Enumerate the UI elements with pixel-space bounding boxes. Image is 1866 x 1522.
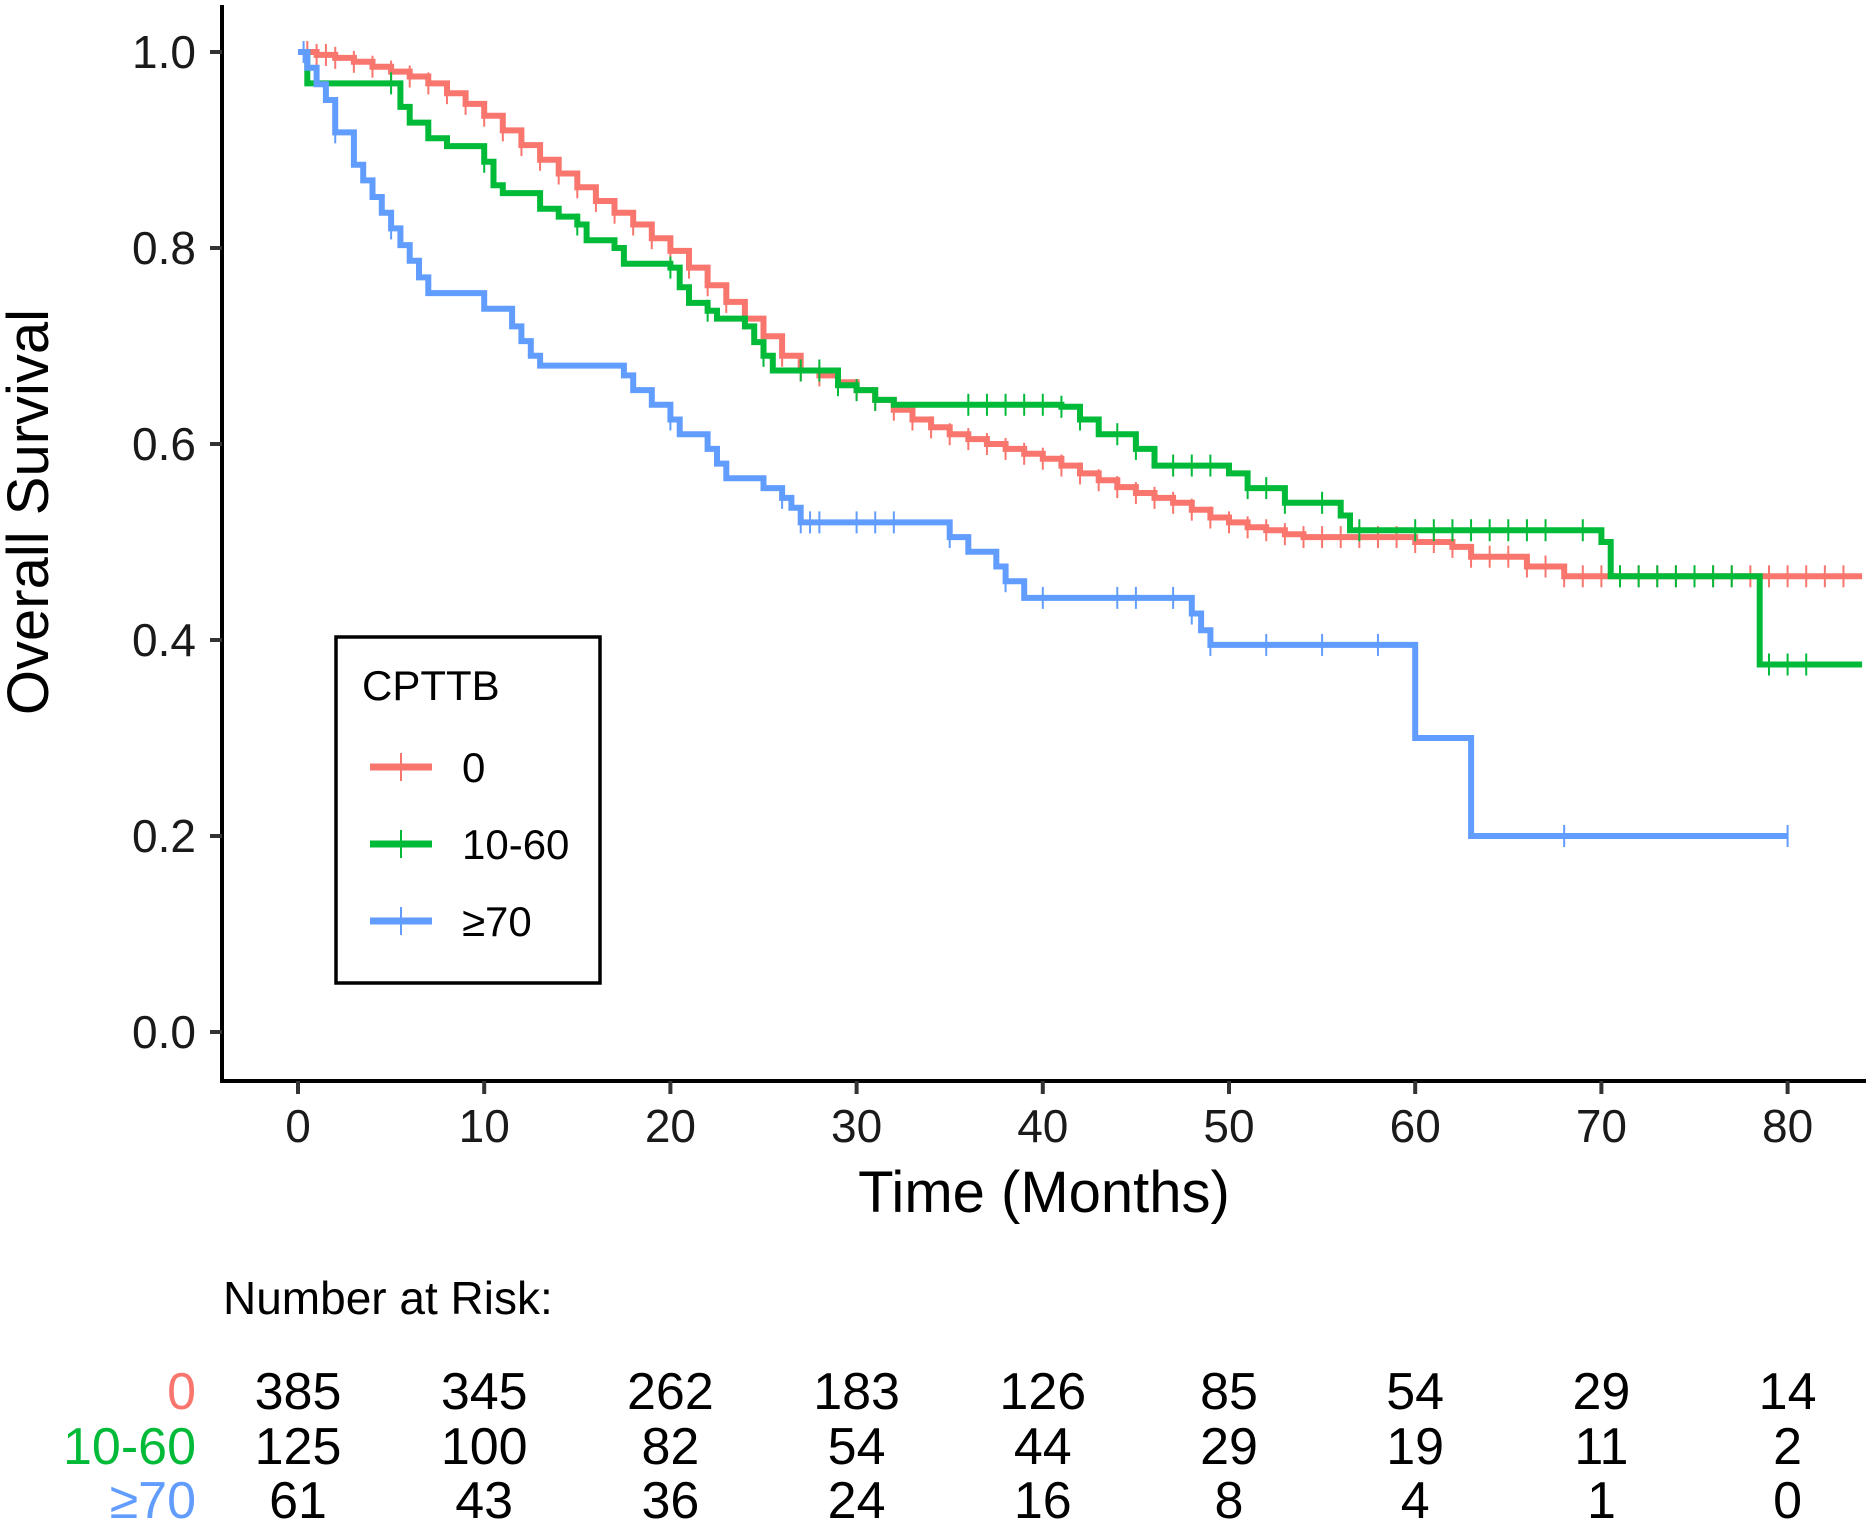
risk-cell: 19	[1386, 1418, 1444, 1476]
risk-cell: 16	[1014, 1472, 1072, 1522]
risk-table-title: Number at Risk:	[223, 1272, 553, 1324]
risk-cell: 29	[1200, 1418, 1258, 1476]
legend-entry: 10-60	[370, 821, 569, 868]
risk-cell: 1	[1587, 1472, 1616, 1522]
risk-group-label: ≥70	[110, 1472, 196, 1522]
risk-row-≥70: ≥70 61 43 36 24 16 8 4 1 0	[110, 1472, 1802, 1522]
risk-cell: 0	[1773, 1472, 1802, 1522]
x-tick-label: 10	[459, 1100, 510, 1152]
risk-group-label: 0	[167, 1363, 196, 1421]
risk-cell: 24	[828, 1472, 886, 1522]
legend-label: 0	[462, 744, 485, 791]
risk-cell: 54	[828, 1418, 886, 1476]
risk-cell: 44	[1014, 1418, 1072, 1476]
risk-cell: 100	[441, 1418, 528, 1476]
risk-cell: 85	[1200, 1363, 1258, 1421]
x-tick-label: 20	[645, 1100, 696, 1152]
risk-cell: 61	[269, 1472, 327, 1522]
legend-title: CPTTB	[362, 662, 500, 709]
risk-cell: 54	[1386, 1363, 1444, 1421]
risk-cell: 36	[641, 1472, 699, 1522]
x-tick-label: 80	[1762, 1100, 1813, 1152]
x-tick-label: 60	[1390, 1100, 1441, 1152]
risk-row-10-60: 10-60 125 100 82 54 44 29 19 11 2	[63, 1418, 1802, 1476]
risk-cell: 183	[813, 1363, 900, 1421]
survival-curve	[298, 49, 1863, 668]
y-tick-label: 1.0	[132, 26, 196, 78]
y-tick-label: 0.0	[132, 1006, 196, 1058]
risk-cell: 126	[999, 1363, 1086, 1421]
y-ticks: 0.0 0.2 0.4 0.6 0.8 1.0	[132, 26, 222, 1058]
x-tick-label: 70	[1576, 1100, 1627, 1152]
x-tick-label: 50	[1203, 1100, 1254, 1152]
legend-label: 10-60	[462, 821, 569, 868]
x-ticks: 0 10 20 30 40 50 60 70 80	[285, 1081, 1813, 1152]
series-0	[298, 41, 1863, 588]
risk-cell: 345	[441, 1363, 528, 1421]
risk-cell: 8	[1215, 1472, 1244, 1522]
x-axis-title: Time (Months)	[858, 1160, 1230, 1225]
survival-curve	[298, 49, 1863, 580]
risk-cell: 2	[1773, 1418, 1802, 1476]
risk-cell: 82	[641, 1418, 699, 1476]
series-10-60	[298, 49, 1863, 676]
risk-cell: 43	[455, 1472, 513, 1522]
risk-cell: 11	[1574, 1418, 1628, 1476]
y-tick-label: 0.8	[132, 222, 196, 274]
y-tick-label: 0.4	[132, 614, 196, 666]
risk-cell: 385	[255, 1363, 342, 1421]
x-tick-label: 30	[831, 1100, 882, 1152]
risk-cell: 14	[1759, 1363, 1817, 1421]
legend-entry: ≥70	[370, 898, 532, 945]
y-tick-label: 0.2	[132, 810, 196, 862]
risk-cell: 125	[255, 1418, 342, 1476]
legend-entries: 0 10-60 ≥70	[370, 744, 569, 945]
legend-entry: 0	[370, 744, 485, 791]
risk-row-0: 0 385 345 262 183 126 85 54 29 14	[167, 1363, 1816, 1421]
series-≥70	[298, 41, 1789, 847]
plot-area	[298, 41, 1863, 847]
x-tick-label: 0	[285, 1100, 311, 1152]
legend: CPTTB 0 10-60 ≥70	[334, 635, 602, 985]
x-tick-label: 40	[1017, 1100, 1068, 1152]
risk-cell: 29	[1572, 1363, 1630, 1421]
y-tick-label: 0.6	[132, 418, 196, 470]
legend-box	[334, 635, 602, 985]
y-axis-title: Overall Survival	[0, 309, 61, 715]
risk-cell: 4	[1401, 1472, 1430, 1522]
risk-group-label: 10-60	[63, 1418, 196, 1476]
risk-cell: 262	[627, 1363, 714, 1421]
legend-label: ≥70	[462, 898, 532, 945]
